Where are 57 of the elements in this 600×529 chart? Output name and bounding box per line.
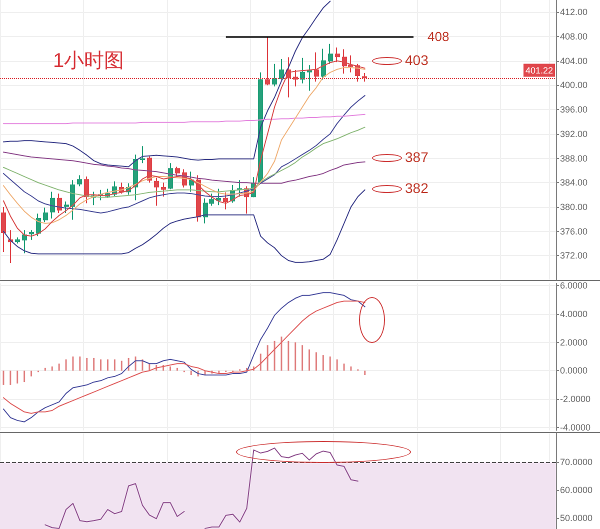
candlestick [307,64,312,92]
y-tick-label: 412.00 [560,7,588,18]
candlestick [43,207,48,223]
y-tick-label: 376.00 [560,226,588,236]
candlestick [328,43,333,64]
ref-line-label: 401.22 [525,65,553,76]
y-tick-label: 372.00 [560,250,588,261]
annotation: 387 [405,149,429,165]
y-tick-label: 400.00 [560,80,588,90]
candlestick [36,213,41,237]
candlestick [22,230,27,254]
candlestick [15,236,20,244]
candlestick [161,182,166,198]
y-tick-label: 70.0000 [560,457,593,468]
line-series [2,114,366,124]
annotation: 382 [405,180,429,196]
y-tick-label: 392.00 [560,128,588,139]
y-tick-label: 50.0000 [560,512,593,523]
candlestick [140,146,145,164]
candlestick [216,188,221,206]
candlestick [50,191,55,220]
candlestick [223,192,228,210]
line-series [2,95,366,214]
y-tick-label: 0.0000 [560,366,588,376]
y-tick-label: 404.00 [560,56,588,66]
text: 1小时图 [53,50,124,72]
candlestick [77,174,82,187]
candlestick [272,63,277,87]
y-tick-label: 408.00 [560,32,588,42]
y-tick-label: 384.00 [560,178,588,188]
candlestick [175,166,180,178]
line-series [2,0,331,168]
ref-line-label: 408 [428,29,450,44]
candlestick [300,57,305,84]
line-series [2,189,366,263]
candlestick [84,176,89,204]
y-tick-label: 396.00 [560,104,588,115]
y-tick-label: 6.0000 [560,280,588,290]
y-tick-label: 388.00 [560,153,588,164]
candlestick [8,230,13,264]
y-tick-label: -4.0000 [560,422,591,433]
candlestick [279,58,284,80]
line-series [2,126,366,198]
candlestick [237,180,242,198]
y-tick-label: 2.0000 [560,337,588,348]
y-tick-label: 60.0000 [560,485,593,496]
y-tick-label: 380.00 [560,202,588,212]
annotation: 403 [405,52,429,68]
candlestick [1,206,6,252]
candlestick [189,171,194,192]
y-tick-label: -2.0000 [560,394,591,404]
candlestick [57,193,62,214]
line-series [2,152,366,184]
candlestick [29,230,34,240]
y-tick-label: 4.0000 [560,308,588,319]
candlestick [154,177,159,206]
candlestick [321,48,326,80]
